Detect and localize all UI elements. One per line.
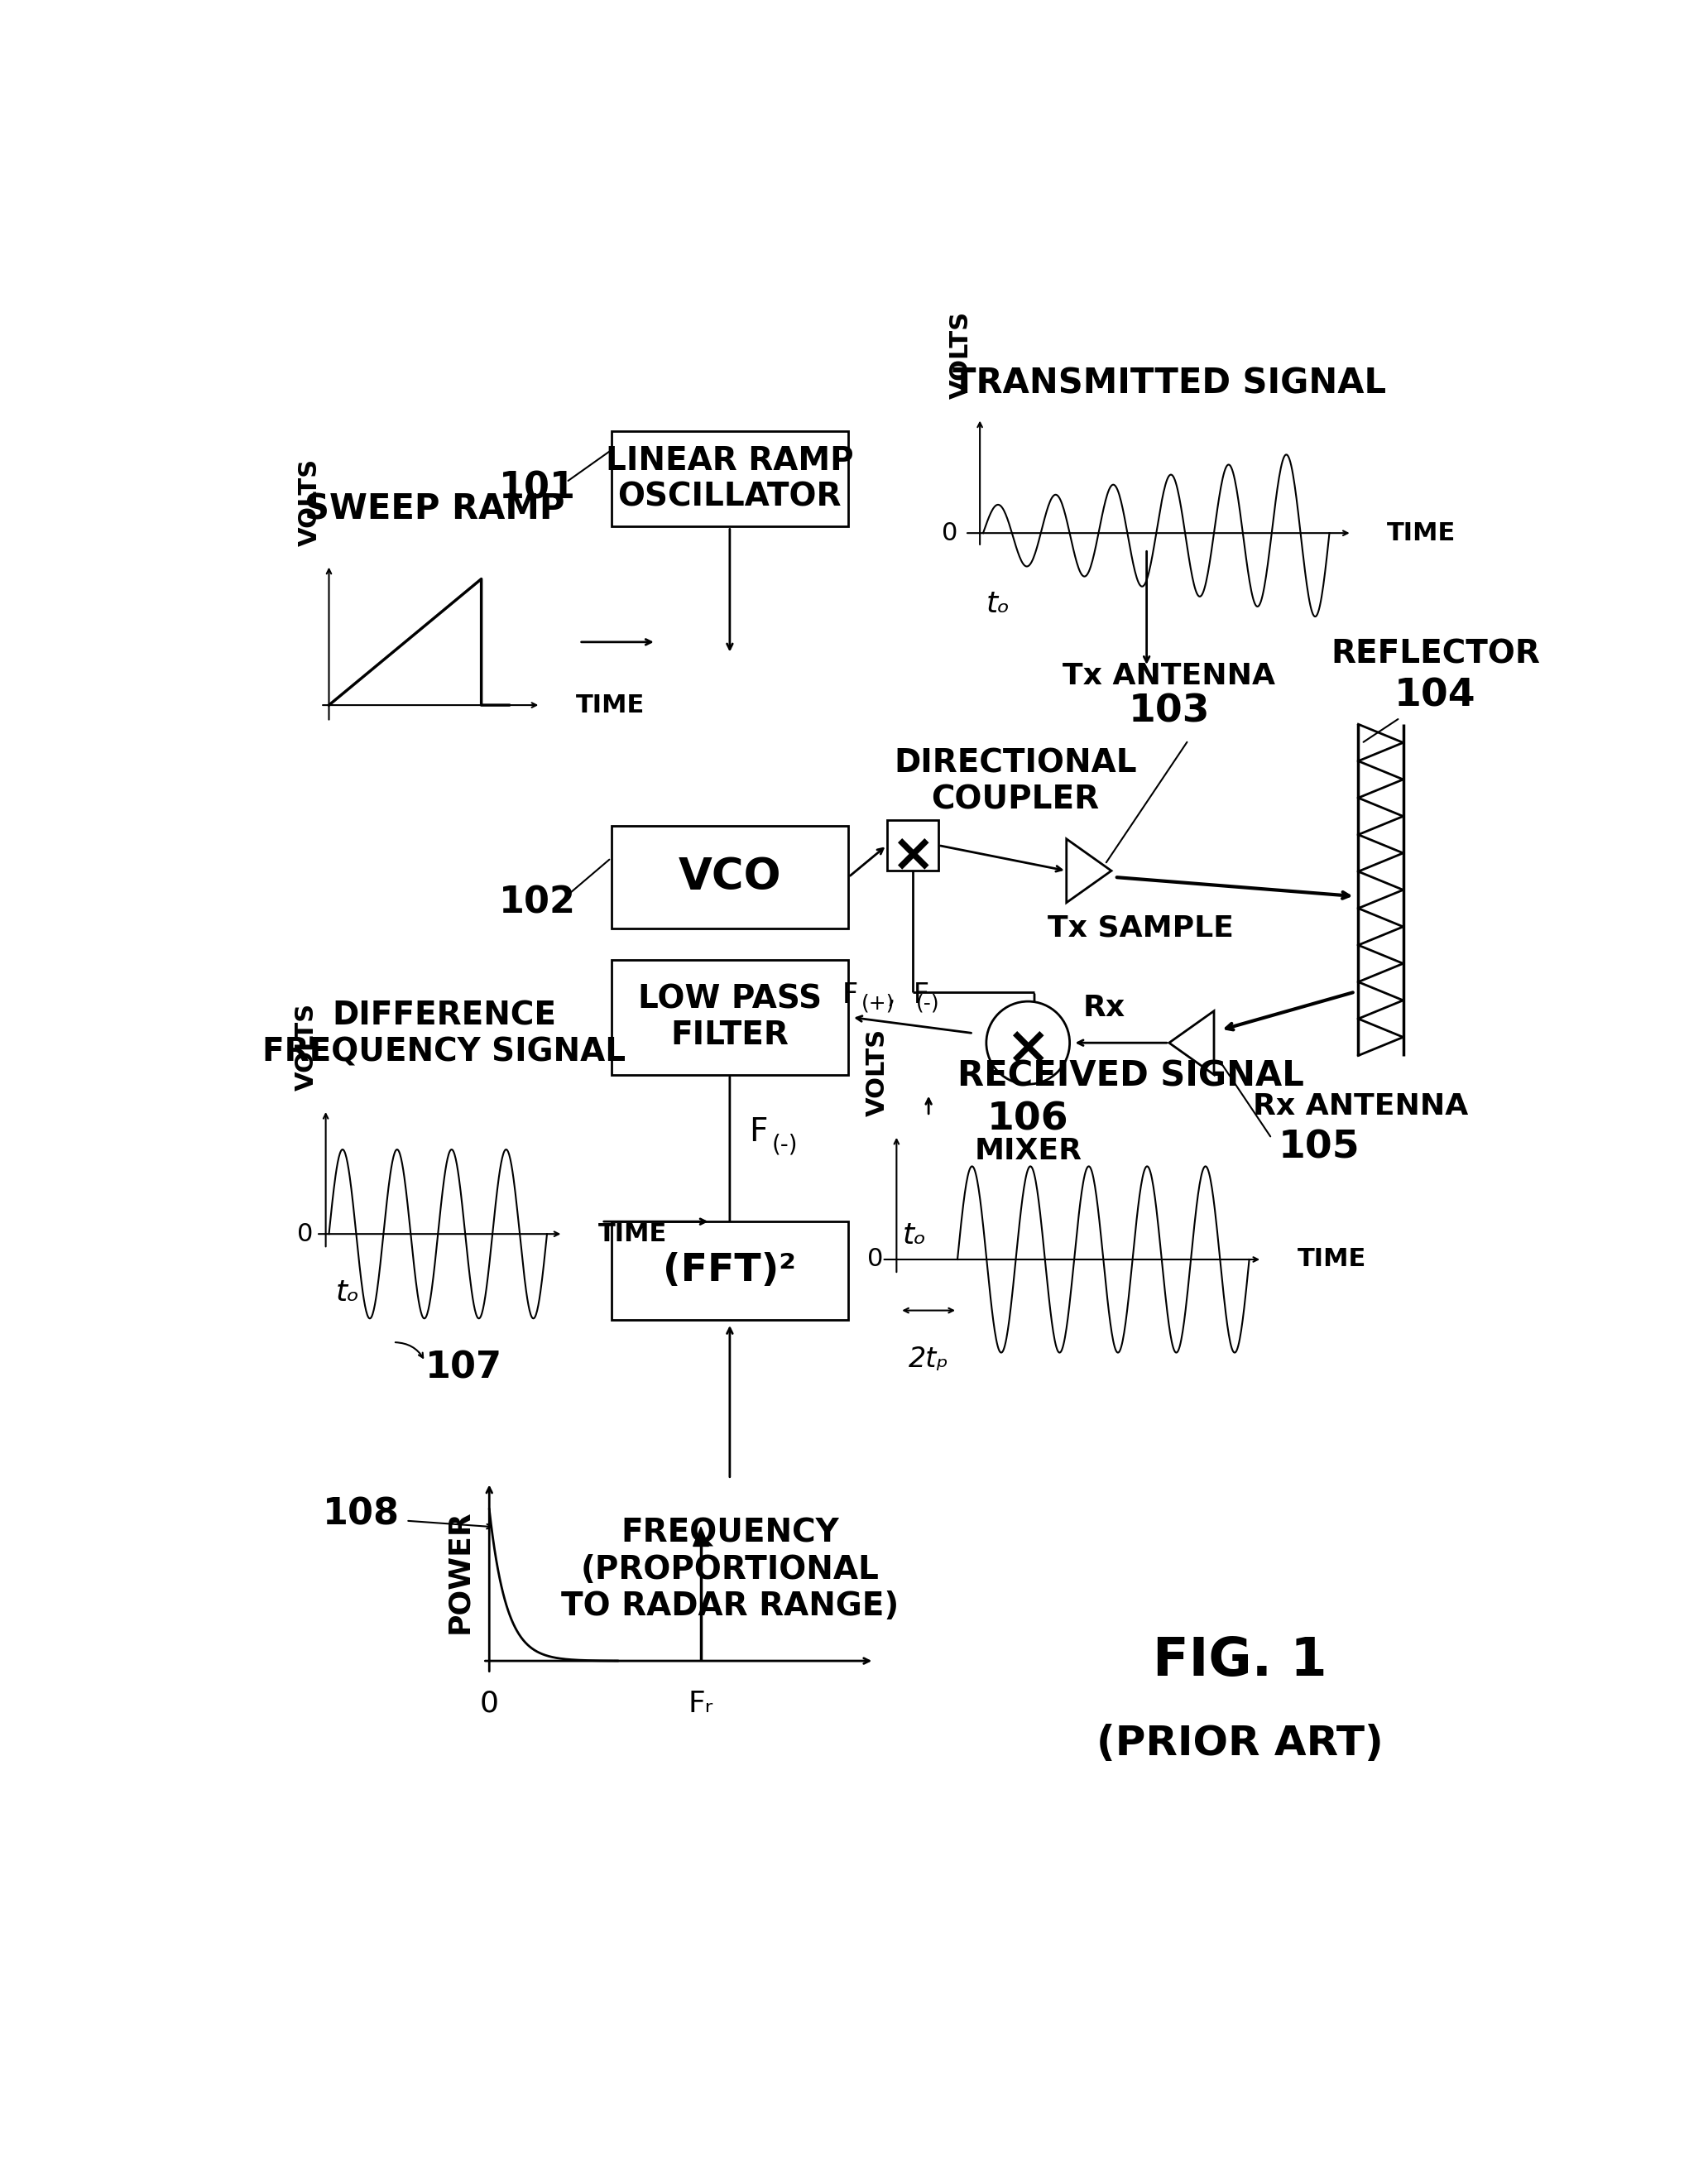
Bar [611, 1222, 849, 1319]
Text: (-): (-) [915, 993, 939, 1013]
Bar [611, 827, 849, 928]
Text: 107: 107 [425, 1349, 502, 1386]
Text: 103: 103 [1129, 693, 1209, 730]
Text: 0: 0 [297, 1222, 313, 1246]
Text: 101: 101 [499, 471, 576, 505]
Text: F: F [842, 982, 857, 1008]
Text: DIFFERENCE
FREQUENCY SIGNAL: DIFFERENCE FREQUENCY SIGNAL [263, 1000, 627, 1069]
Text: Rx: Rx [1083, 993, 1126, 1021]
Text: (+): (+) [861, 993, 895, 1013]
Text: VOLTS: VOLTS [866, 1028, 890, 1116]
Text: 102: 102 [499, 885, 576, 920]
Text: 0: 0 [480, 1690, 499, 1719]
Text: 108: 108 [323, 1496, 400, 1533]
Text: 105: 105 [1278, 1129, 1360, 1166]
Polygon shape [1168, 1010, 1214, 1075]
Text: 0: 0 [868, 1248, 883, 1272]
Text: Tx SAMPLE: Tx SAMPLE [1047, 913, 1233, 941]
Text: (-): (-) [772, 1133, 798, 1157]
Text: TIME: TIME [1387, 520, 1455, 544]
Text: SWEEP RAMP: SWEEP RAMP [304, 492, 565, 527]
Text: (FFT)²: (FFT)² [663, 1252, 796, 1289]
Text: Tx ANTENNA: Tx ANTENNA [1062, 663, 1276, 691]
Text: VOLTS: VOLTS [294, 1002, 318, 1090]
Text: tₒ: tₒ [335, 1278, 359, 1306]
Text: VCO: VCO [678, 855, 781, 898]
Text: tₒ: tₒ [986, 589, 1011, 617]
Text: TRANSMITTED SIGNAL: TRANSMITTED SIGNAL [953, 367, 1385, 402]
Polygon shape [693, 1526, 709, 1546]
Text: REFLECTOR: REFLECTOR [1331, 639, 1541, 669]
Text: FIG. 1: FIG. 1 [1153, 1634, 1327, 1686]
Text: TIME: TIME [576, 693, 644, 717]
Text: TIME: TIME [1298, 1248, 1366, 1272]
Bar [886, 820, 938, 870]
Text: FREQUENCY
(PROPORTIONAL
TO RADAR RANGE): FREQUENCY (PROPORTIONAL TO RADAR RANGE) [560, 1518, 898, 1621]
Text: 104: 104 [1394, 678, 1476, 715]
Polygon shape [1066, 840, 1112, 902]
Text: ×: × [890, 829, 934, 881]
Text: TIME: TIME [598, 1222, 668, 1246]
Text: 2tₚ: 2tₚ [909, 1345, 948, 1373]
Text: DIRECTIONAL
COUPLER: DIRECTIONAL COUPLER [893, 747, 1136, 816]
Text: LOW PASS
FILTER: LOW PASS FILTER [637, 982, 822, 1051]
Text: Rx ANTENNA: Rx ANTENNA [1252, 1092, 1467, 1121]
Text: VOLTS: VOLTS [297, 458, 321, 546]
Bar [611, 432, 849, 527]
Text: tₒ: tₒ [904, 1222, 927, 1250]
Text: 106: 106 [987, 1101, 1069, 1138]
Bar [611, 961, 849, 1075]
Text: ×: × [1006, 1021, 1050, 1073]
Text: 0: 0 [941, 520, 958, 544]
Text: MIXER: MIXER [974, 1138, 1081, 1166]
Text: Fᵣ: Fᵣ [688, 1690, 714, 1719]
Text: VOLTS: VOLTS [948, 311, 972, 399]
Text: F: F [750, 1116, 767, 1149]
Text: ,  F: , F [886, 982, 929, 1008]
Text: (PRIOR ART): (PRIOR ART) [1097, 1723, 1383, 1764]
Text: POWER: POWER [446, 1509, 473, 1634]
Text: RECEIVED SIGNAL: RECEIVED SIGNAL [956, 1060, 1303, 1095]
Circle shape [986, 1002, 1069, 1084]
Text: LINEAR RAMP
OSCILLATOR: LINEAR RAMP OSCILLATOR [606, 445, 854, 514]
